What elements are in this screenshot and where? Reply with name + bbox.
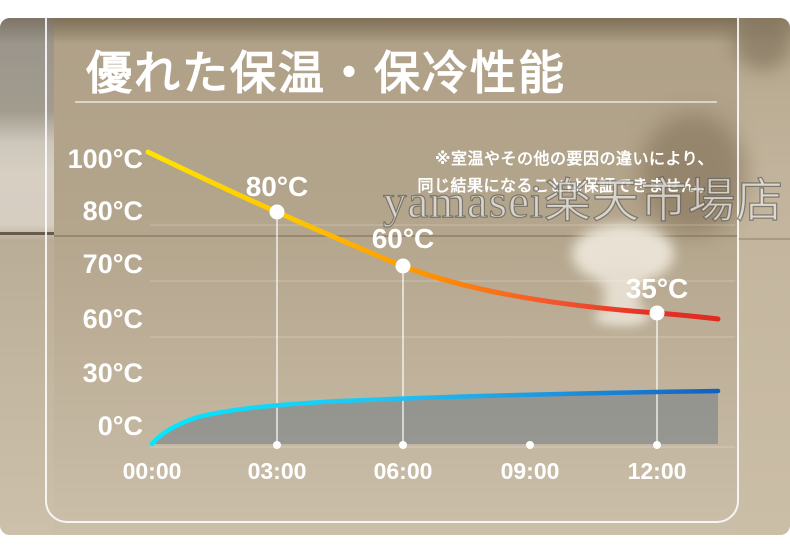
table-edge-line-left (0, 232, 54, 235)
point-label-35c: 35°C (625, 273, 689, 304)
background-top-shadow (0, 18, 790, 44)
x-tick-0900: 09:00 (500, 458, 560, 484)
corner-shadow-decor (733, 18, 790, 70)
y-tick-30: 30°C (82, 358, 143, 388)
title-underline (75, 101, 717, 103)
x-tick-0000: 00:00 (122, 458, 182, 484)
y-tick-0: 0°C (97, 411, 143, 441)
page-title: 優れた保温・保冷性能 (86, 47, 566, 99)
y-tick-60: 60°C (82, 304, 143, 334)
x-tick-0600: 06:00 (373, 458, 433, 484)
background-right-wall (737, 18, 790, 535)
store-watermark: yamasei楽天市場店 (382, 175, 784, 228)
y-tick-70: 70°C (82, 249, 143, 279)
white-frame-border (45, 18, 739, 523)
point-label-80c: 80°C (245, 171, 309, 202)
y-tick-80: 80°C (82, 196, 143, 226)
y-tick-100: 100°C (67, 144, 143, 174)
x-tick-1200: 12:00 (627, 458, 687, 484)
x-tick-0300: 03:00 (247, 458, 307, 484)
table-edge-line-right (737, 238, 790, 240)
